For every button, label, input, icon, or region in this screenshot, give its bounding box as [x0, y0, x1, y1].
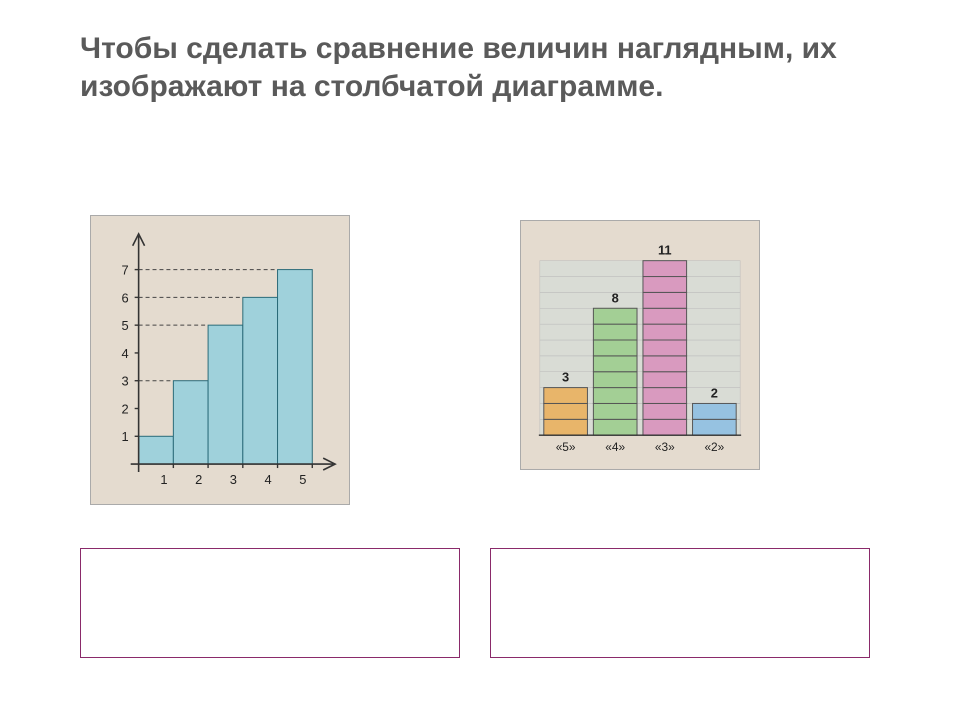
xtick-label: 5 — [299, 472, 306, 487]
bar — [139, 436, 174, 464]
block — [593, 403, 637, 419]
block — [544, 403, 588, 419]
ytick-label: 2 — [122, 401, 129, 416]
ytick-label: 3 — [122, 374, 129, 389]
grid-row — [540, 261, 740, 277]
block — [593, 340, 637, 356]
block — [643, 292, 687, 308]
left-bar-chart: 1 2 3 4 5 6 7 1 2 3 4 5 — [91, 216, 349, 504]
block — [593, 419, 637, 435]
grid-row — [540, 324, 740, 340]
ytick-label: 6 — [122, 290, 129, 305]
block — [643, 403, 687, 419]
bar — [243, 297, 278, 464]
ytick-label: 7 — [122, 263, 129, 278]
block — [593, 388, 637, 404]
block — [643, 340, 687, 356]
bar — [208, 325, 243, 464]
block — [593, 372, 637, 388]
grid-row — [540, 356, 740, 372]
block — [693, 403, 737, 419]
value-label: 11 — [658, 243, 672, 258]
category-label: «3» — [655, 440, 675, 454]
caption-box-left — [80, 548, 460, 658]
block — [643, 261, 687, 277]
bar — [278, 270, 313, 464]
block — [643, 372, 687, 388]
grid-row — [540, 308, 740, 324]
xtick-label: 1 — [160, 472, 167, 487]
grid-row — [540, 340, 740, 356]
block — [693, 419, 737, 435]
block — [643, 308, 687, 324]
right-chart-photo: «5» «4» «3» «2» 3 8 11 2 — [520, 220, 760, 470]
ytick-label: 4 — [122, 346, 129, 361]
bar — [173, 381, 208, 464]
ytick-label: 1 — [122, 429, 129, 444]
value-label: 3 — [562, 370, 569, 385]
category-label: «2» — [704, 440, 724, 454]
right-block-chart: «5» «4» «3» «2» 3 8 11 2 — [521, 221, 759, 469]
block — [643, 356, 687, 372]
page-title: Чтобы сделать сравнение величин наглядны… — [80, 30, 850, 105]
block — [643, 324, 687, 340]
xtick-label: 3 — [230, 472, 237, 487]
xtick-label: 2 — [195, 472, 202, 487]
block — [643, 277, 687, 293]
xtick-label: 4 — [265, 472, 272, 487]
block — [544, 419, 588, 435]
value-label: 2 — [711, 386, 718, 401]
block — [593, 356, 637, 372]
ytick-label: 5 — [122, 318, 129, 333]
grid-row — [540, 292, 740, 308]
grid-row — [540, 277, 740, 293]
block — [544, 388, 588, 404]
block — [643, 388, 687, 404]
caption-box-right — [490, 548, 870, 658]
category-label: «5» — [556, 440, 576, 454]
category-label: «4» — [605, 440, 625, 454]
block — [643, 419, 687, 435]
block — [593, 324, 637, 340]
left-chart-photo: 1 2 3 4 5 6 7 1 2 3 4 5 — [90, 215, 350, 505]
value-label: 8 — [612, 290, 619, 305]
block — [593, 308, 637, 324]
